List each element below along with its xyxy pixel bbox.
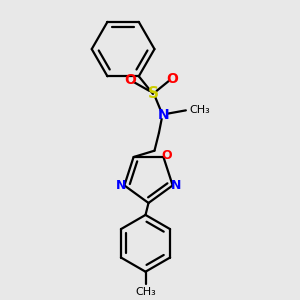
Text: O: O <box>161 149 172 162</box>
Text: O: O <box>124 74 136 88</box>
Text: N: N <box>158 108 169 122</box>
Text: N: N <box>116 179 126 192</box>
Text: S: S <box>148 86 158 101</box>
Text: O: O <box>167 72 178 86</box>
Text: CH₃: CH₃ <box>135 286 156 297</box>
Text: N: N <box>171 179 181 192</box>
Text: CH₃: CH₃ <box>190 105 211 115</box>
